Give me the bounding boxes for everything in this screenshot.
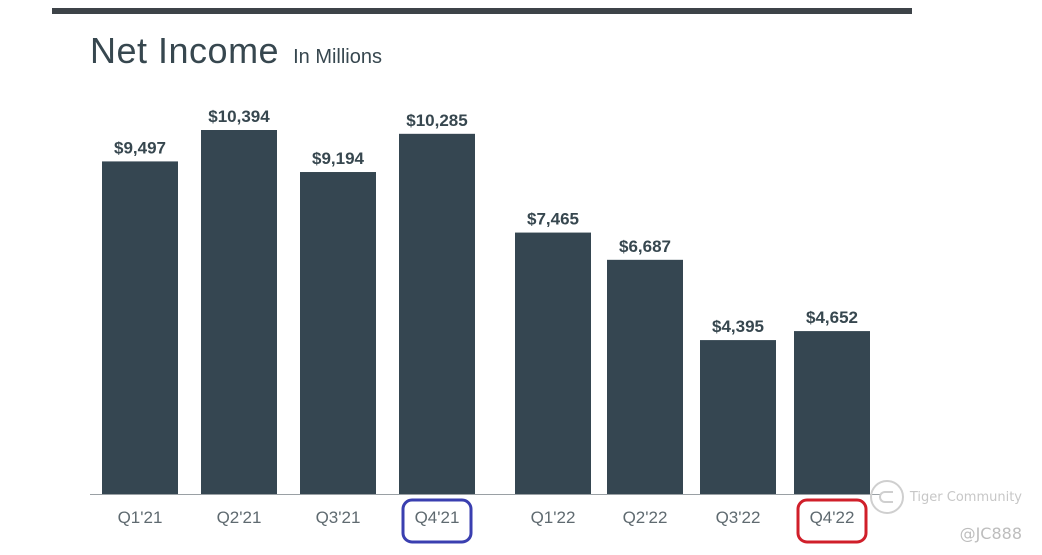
bar <box>515 232 591 495</box>
bar <box>399 133 475 494</box>
chart-title: Net Income <box>90 30 280 71</box>
bar-value-label: $4,652 <box>806 308 858 327</box>
x-tick-label: Q1'21 <box>118 508 163 527</box>
bar <box>794 331 870 494</box>
bar <box>102 161 178 494</box>
bar-value-label: $4,395 <box>712 317 764 336</box>
bar-value-label: $9,194 <box>312 149 365 168</box>
bar-value-label: $10,285 <box>406 111 467 130</box>
x-tick-label: Q2'21 <box>217 508 262 527</box>
x-tick-label: Q3'22 <box>716 508 761 527</box>
chart-subtitle: In Millions <box>293 46 382 68</box>
x-tick-label: Q4'21 <box>415 508 460 527</box>
bar <box>300 172 376 495</box>
watermark: Tiger Community @JC888 <box>869 480 1022 543</box>
x-tick-label: Q2'22 <box>623 508 668 527</box>
watermark-brand: Tiger Community <box>909 489 1022 505</box>
highlight-outline <box>401 498 473 544</box>
x-tick-label: Q3'21 <box>316 508 361 527</box>
title-row: Net Income In Millions <box>90 30 382 72</box>
highlight-outline <box>796 498 868 544</box>
x-tick-label: Q1'22 <box>531 508 576 527</box>
bar-value-label: $6,687 <box>619 237 671 256</box>
bar <box>700 340 776 494</box>
tiger-logo-icon <box>869 480 904 514</box>
x-tick-label: Q4'22 <box>810 508 855 527</box>
watermark-handle: @JC888 <box>959 524 1022 543</box>
bar <box>201 130 277 494</box>
top-rule <box>52 8 912 14</box>
bar-value-label: $10,394 <box>208 107 270 126</box>
bar-value-label: $9,497 <box>114 138 166 157</box>
bar <box>607 259 683 494</box>
bar-value-label: $7,465 <box>527 210 579 229</box>
